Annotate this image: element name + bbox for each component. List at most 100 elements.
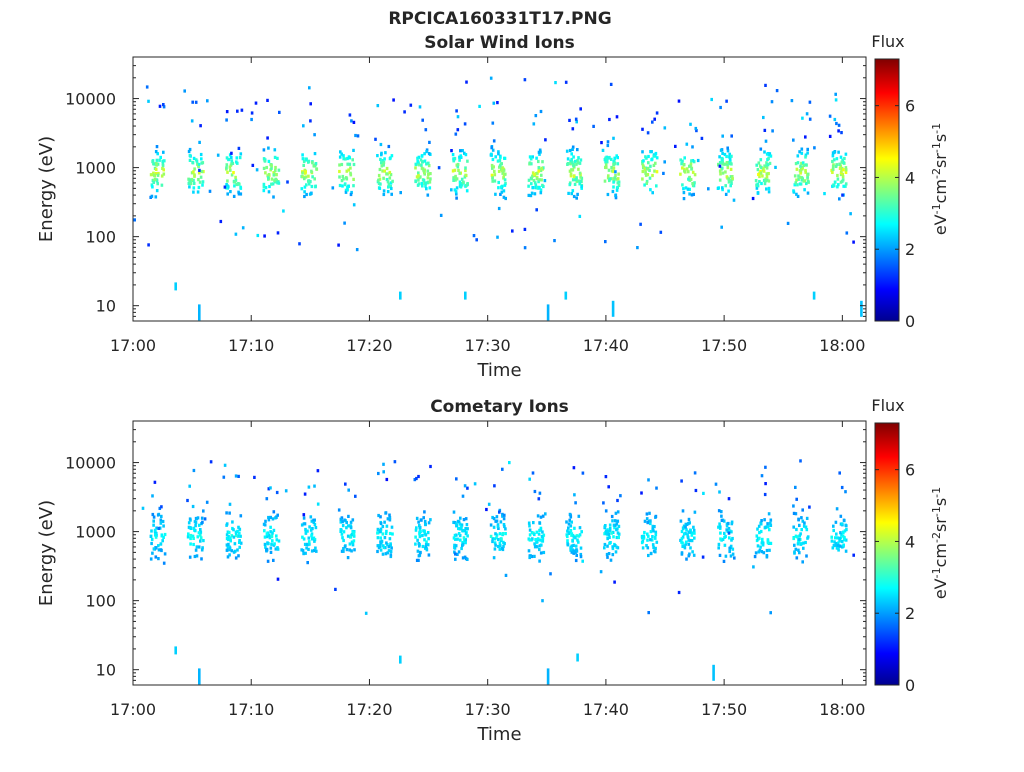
flux-cell: [712, 664, 715, 681]
flux-cell: [464, 166, 467, 170]
flux-cell: [422, 529, 425, 533]
y-tick-label: 10: [96, 297, 116, 316]
flux-cell: [496, 159, 500, 163]
flux-cell: [154, 555, 158, 559]
flux-cell: [523, 246, 527, 250]
flux-cell: [610, 531, 613, 535]
flux-cell: [528, 161, 532, 165]
flux-cell: [535, 186, 539, 190]
flux-cell: [315, 167, 318, 171]
flux-cell: [758, 531, 761, 535]
flux-cell: [579, 546, 583, 550]
flux-cell: [388, 537, 392, 541]
flux-cell: [571, 147, 574, 151]
flux-cell: [755, 534, 759, 538]
flux-cell: [304, 530, 308, 534]
flux-cell: [527, 184, 530, 188]
flux-cell: [504, 172, 507, 176]
flux-cell: [235, 156, 239, 160]
flux-cell: [455, 186, 459, 190]
flux-cell: [272, 528, 276, 532]
flux-cell: [421, 160, 424, 164]
flux-cell: [500, 169, 504, 173]
flux-cell: [464, 168, 467, 173]
flux-cell: [537, 159, 540, 164]
flux-cell: [757, 161, 761, 165]
flux-cell: [684, 542, 688, 546]
flux-cell: [386, 190, 390, 194]
flux-cell: [187, 181, 191, 185]
flux-cell: [795, 527, 798, 532]
flux-cell: [770, 100, 774, 104]
flux-cell: [352, 148, 355, 152]
flux-cell: [768, 528, 771, 532]
flux-cell: [391, 532, 394, 536]
flux-cell: [642, 165, 645, 169]
flux-cell: [615, 177, 618, 181]
flux-cell: [759, 158, 763, 162]
flux-cell: [346, 156, 349, 161]
flux-cell: [152, 180, 155, 184]
flux-cell: [681, 526, 685, 530]
flux-cell: [265, 165, 268, 170]
flux-cell: [263, 542, 267, 546]
colorbar-gradient: [874, 58, 900, 322]
flux-cell: [681, 509, 685, 513]
flux-cell: [724, 184, 727, 188]
flux-cell: [414, 166, 417, 170]
flux-cell: [302, 159, 306, 163]
flux-cell: [729, 554, 733, 558]
flux-cell: [196, 535, 200, 539]
flux-cell: [717, 509, 721, 513]
flux-cell: [578, 182, 581, 186]
flux-cell: [689, 528, 692, 532]
flux-cell: [355, 248, 359, 252]
flux-cell: [399, 191, 402, 195]
flux-cell: [688, 552, 691, 556]
flux-cell: [427, 521, 431, 525]
flux-cell: [199, 124, 202, 128]
flux-cell: [417, 554, 421, 558]
flux-cell: [760, 165, 763, 170]
flux-cell: [199, 528, 202, 532]
flux-cell: [767, 512, 771, 516]
flux-cell: [490, 152, 493, 156]
flux-cell: [188, 484, 191, 488]
flux-cell: [346, 524, 350, 528]
flux-cell: [648, 511, 651, 515]
flux-cell: [414, 528, 418, 532]
flux-cell: [796, 154, 800, 158]
flux-cell: [226, 555, 230, 559]
flux-cell: [681, 544, 684, 548]
flux-cell: [714, 482, 718, 486]
flux-cell: [188, 555, 192, 559]
flux-cell: [497, 526, 500, 530]
flux-cell: [378, 177, 382, 181]
flux-cell: [840, 539, 844, 544]
flux-cell: [647, 478, 650, 482]
flux-cell: [155, 189, 159, 193]
flux-cell: [800, 516, 803, 520]
flux-cell: [489, 534, 493, 538]
flux-cell: [769, 523, 773, 527]
flux-cell: [802, 546, 805, 550]
x-tick-label: 17:10: [228, 336, 274, 355]
flux-cell: [428, 140, 431, 144]
flux-cell: [566, 162, 570, 166]
flux-cell: [465, 189, 469, 193]
flux-cell: [606, 555, 609, 559]
flux-cell: [538, 528, 541, 532]
flux-cell: [611, 545, 614, 549]
flux-cell: [263, 529, 266, 533]
flux-cell: [381, 552, 385, 556]
flux-cell: [157, 171, 160, 176]
flux-cell: [424, 545, 428, 549]
flux-cell: [456, 552, 459, 556]
flux-cell: [527, 549, 531, 553]
flux-cell: [567, 526, 570, 530]
figure-title: RPCICA160331T17.PNG: [388, 9, 611, 29]
flux-cell: [273, 178, 276, 182]
flux-cell: [573, 526, 576, 530]
flux-cell: [768, 161, 772, 165]
flux-cell: [796, 194, 800, 198]
